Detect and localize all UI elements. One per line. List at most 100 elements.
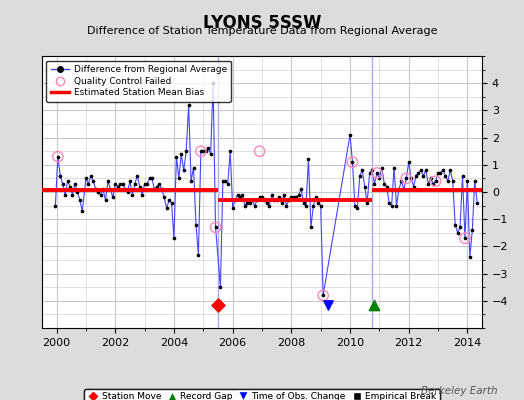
Point xyxy=(111,181,119,187)
Point xyxy=(292,194,300,201)
Point xyxy=(405,159,413,165)
Text: Difference of Station Temperature Data from Regional Average: Difference of Station Temperature Data f… xyxy=(87,26,437,36)
Point xyxy=(216,284,225,290)
Point xyxy=(260,197,269,203)
Point xyxy=(241,202,249,209)
Point xyxy=(84,181,93,187)
Point xyxy=(158,186,166,192)
Point xyxy=(150,186,159,192)
Point xyxy=(373,170,381,176)
Point xyxy=(214,302,222,308)
Point xyxy=(231,197,239,203)
Point xyxy=(226,148,234,154)
Point xyxy=(270,197,278,203)
Point xyxy=(348,159,357,165)
Point xyxy=(319,292,328,298)
Point xyxy=(280,192,288,198)
Point xyxy=(59,181,67,187)
Point xyxy=(219,178,227,184)
Point xyxy=(130,181,139,187)
Point xyxy=(449,178,457,184)
Point xyxy=(414,170,423,176)
Point xyxy=(238,192,247,198)
Point xyxy=(456,224,464,230)
Point xyxy=(187,178,195,184)
Legend: Station Move, Record Gap, Time of Obs. Change, Empirical Break: Station Move, Record Gap, Time of Obs. C… xyxy=(84,389,440,400)
Point xyxy=(402,175,410,182)
Point xyxy=(431,178,440,184)
Point xyxy=(126,178,134,184)
Point xyxy=(206,151,215,157)
Point xyxy=(419,172,428,179)
Point xyxy=(461,235,469,242)
Point xyxy=(53,154,62,160)
Point xyxy=(199,148,208,154)
Point xyxy=(248,197,256,203)
Point xyxy=(177,151,185,157)
Point xyxy=(302,202,310,209)
Point xyxy=(184,102,193,108)
Point xyxy=(385,200,394,206)
Point xyxy=(86,172,95,179)
Point xyxy=(348,159,357,165)
Point xyxy=(316,202,325,209)
Point xyxy=(434,170,442,176)
Point xyxy=(211,224,220,230)
Point xyxy=(383,183,391,190)
Point xyxy=(204,145,212,152)
Point xyxy=(71,181,79,187)
Point xyxy=(309,202,318,209)
Point xyxy=(246,200,254,206)
Point xyxy=(436,170,445,176)
Point xyxy=(73,189,82,195)
Point xyxy=(89,178,97,184)
Point xyxy=(390,164,398,171)
Point xyxy=(356,172,364,179)
Point xyxy=(160,194,168,201)
Point xyxy=(471,178,479,184)
Point xyxy=(143,181,151,187)
Point xyxy=(114,183,122,190)
Point xyxy=(361,183,369,190)
Point xyxy=(155,181,163,187)
Point xyxy=(82,175,90,182)
Point xyxy=(368,167,376,174)
Point xyxy=(451,222,460,228)
Text: Berkeley Earth: Berkeley Earth xyxy=(421,386,498,396)
Point xyxy=(75,197,84,203)
Point xyxy=(96,192,105,198)
Point xyxy=(192,222,200,228)
Point xyxy=(243,200,252,206)
Point xyxy=(319,292,328,298)
Point xyxy=(400,186,408,192)
Point xyxy=(294,192,303,198)
Point xyxy=(253,197,261,203)
Point xyxy=(272,197,281,203)
Point xyxy=(202,148,210,154)
Point xyxy=(106,186,115,192)
Point xyxy=(189,164,198,171)
Point xyxy=(165,197,173,203)
Point xyxy=(51,202,60,209)
Point xyxy=(133,172,141,179)
Point xyxy=(461,235,469,242)
Point xyxy=(236,194,244,201)
Point xyxy=(116,181,124,187)
Point xyxy=(446,167,454,174)
Point xyxy=(145,175,154,182)
Point xyxy=(148,175,156,182)
Point xyxy=(108,194,117,201)
Point xyxy=(92,186,100,192)
Point xyxy=(441,172,450,179)
Point xyxy=(431,178,440,184)
Point xyxy=(268,192,276,198)
Point xyxy=(194,251,203,258)
Point xyxy=(346,132,354,138)
Point xyxy=(378,164,386,171)
Point xyxy=(287,194,296,201)
Point xyxy=(453,230,462,236)
Point xyxy=(118,181,127,187)
Point xyxy=(458,172,467,179)
Point xyxy=(277,200,286,206)
Point xyxy=(180,167,188,174)
